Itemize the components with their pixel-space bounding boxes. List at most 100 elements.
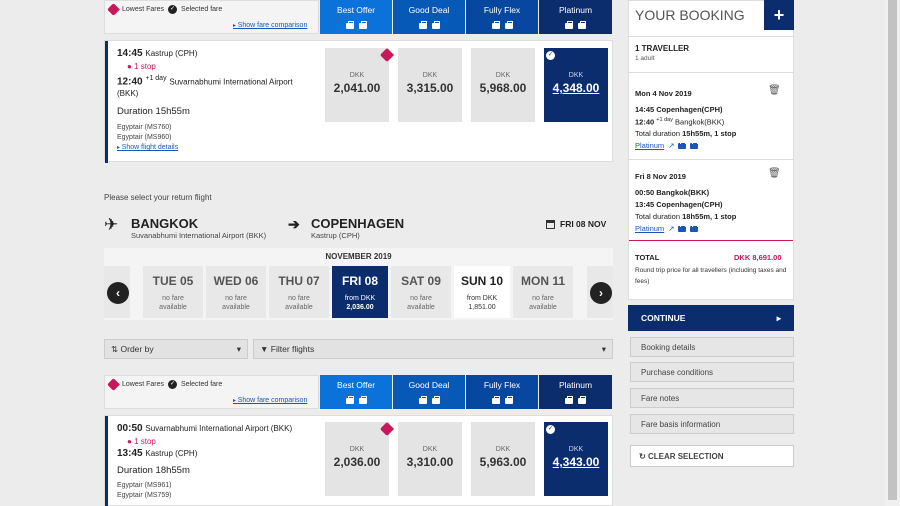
fare-amount: 4,348.00 bbox=[552, 81, 600, 95]
fare-best-offer[interactable]: DKK 2,036.00 bbox=[325, 421, 395, 496]
col-label: Best Offer bbox=[336, 5, 376, 15]
top-fare-legend-bar: Lowest Fares ✓ Selected fare ▸ Show fare… bbox=[104, 0, 319, 34]
bags-icon bbox=[320, 21, 392, 29]
ret-fare-link[interactable]: Platinum bbox=[635, 224, 665, 233]
col-label: Platinum bbox=[558, 380, 593, 390]
carrier-1: Egyptair (MS760) bbox=[117, 124, 172, 132]
fare-fully-flex[interactable]: DKK 5,963.00 bbox=[471, 422, 535, 496]
return-date-label: FRI 08 NOV bbox=[560, 219, 607, 229]
day-fri-08-selected[interactable]: FRI 08 from DKK 2,036.00 bbox=[332, 266, 388, 318]
lowest-fare-tag-icon bbox=[107, 3, 120, 16]
trash-icon[interactable]: 🗑 bbox=[768, 168, 781, 179]
fare-currency: DKK bbox=[568, 446, 584, 453]
col-head-platinum[interactable]: Platinum bbox=[539, 375, 612, 409]
col-head-best-offer[interactable]: Best Offer bbox=[320, 0, 392, 34]
fare-best-offer[interactable]: DKK 2,041.00 bbox=[325, 47, 395, 122]
selected-check-icon: ✓ bbox=[546, 51, 555, 60]
day-price: 1,851.00 bbox=[468, 304, 496, 311]
external-link-icon: ↗ bbox=[668, 141, 675, 150]
booking-details-link[interactable]: Booking details bbox=[630, 337, 794, 357]
out-dep: 14:45 Copenhagen(CPH) bbox=[635, 105, 723, 114]
total-note: Round trip price for all travellers (inc… bbox=[635, 267, 787, 285]
day-status: from DKK bbox=[344, 295, 376, 302]
fare-good-deal[interactable]: DKK 3,315.00 bbox=[398, 48, 462, 122]
col-head-platinum[interactable]: Platinum bbox=[539, 0, 612, 34]
bag-icon bbox=[678, 140, 687, 149]
order-by-select[interactable]: ⇅ Order by ▾ bbox=[104, 339, 248, 359]
lowest-fare-tag-icon bbox=[107, 378, 120, 391]
bags-icon bbox=[320, 396, 392, 404]
carrier-1: Egyptair (MS961) bbox=[117, 482, 172, 489]
col-head-best-offer[interactable]: Best Offer bbox=[320, 375, 392, 409]
fare-currency: DKK bbox=[568, 72, 584, 79]
traveller-count: 1 TRAVELLER bbox=[635, 44, 690, 53]
legend-row: Lowest Fares ✓ Selected fare bbox=[107, 3, 222, 16]
stops-label: ● 1 stop bbox=[127, 437, 156, 446]
fare-currency: DKK bbox=[422, 446, 438, 453]
continue-button[interactable]: CONTINUE ▸ bbox=[628, 305, 794, 331]
fare-basis-link[interactable]: Fare basis information bbox=[630, 414, 794, 434]
carousel-month: NOVEMBER 2019 bbox=[325, 252, 392, 261]
day-mon-11[interactable]: MON 11 no fare available bbox=[513, 266, 573, 318]
from-airport: Suvanabhumi International Airport (BKK) bbox=[131, 231, 267, 240]
fare-good-deal[interactable]: DKK 3,310.00 bbox=[398, 422, 462, 496]
booking-title: YOUR BOOKING bbox=[635, 7, 745, 23]
fare-amount: 4,343.00 bbox=[552, 455, 600, 469]
from-city: BANGKOK bbox=[131, 216, 199, 231]
carousel-next-button[interactable]: › bbox=[590, 282, 612, 304]
day-sat-09[interactable]: SAT 09 no fare available bbox=[391, 266, 451, 318]
bags-icon bbox=[393, 21, 465, 29]
out-date: Mon 4 Nov 2019 bbox=[635, 89, 692, 98]
arr-code: (BKK) bbox=[117, 89, 139, 99]
show-flight-details-link[interactable]: ▸ Show flight details bbox=[117, 144, 179, 152]
filter-flights-select[interactable]: ▼ Filter flights ▾ bbox=[253, 339, 613, 359]
fare-platinum-selected[interactable]: ✓ DKK 4,348.00 bbox=[544, 48, 608, 122]
day-thu-07[interactable]: THU 07 no fare available bbox=[269, 266, 329, 318]
day-tue-05[interactable]: TUE 05 no fare available bbox=[143, 266, 203, 318]
fare-notes-link[interactable]: Fare notes bbox=[630, 388, 794, 408]
day-sun-10[interactable]: SUN 10 from DKK 1,851.00 bbox=[454, 266, 510, 318]
out-fare-link[interactable]: Platinum bbox=[635, 141, 665, 150]
fare-amount: 2,036.00 bbox=[333, 455, 381, 469]
show-fare-comparison-link[interactable]: ▸ Show fare comparison bbox=[233, 22, 308, 29]
day-status: no fare bbox=[162, 295, 184, 302]
carousel-prev-button[interactable]: ‹ bbox=[107, 282, 129, 304]
day-status: no fare bbox=[225, 295, 247, 302]
ret-date: Fri 8 Nov 2019 bbox=[635, 172, 686, 181]
page-scrollbar[interactable] bbox=[885, 0, 900, 506]
trash-icon[interactable]: 🗑 bbox=[768, 85, 781, 96]
day-wed-06[interactable]: WED 06 no fare available bbox=[206, 266, 266, 318]
show-fare-comparison-link[interactable]: ▸ Show fare comparison bbox=[233, 397, 308, 404]
col-head-fully-flex[interactable]: Fully Flex bbox=[466, 0, 538, 34]
day-name: SAT 09 bbox=[401, 274, 441, 288]
purchase-conditions-link[interactable]: Purchase conditions bbox=[630, 362, 794, 382]
col-head-good-deal[interactable]: Good Deal bbox=[393, 375, 465, 409]
fare-platinum-selected[interactable]: ✓ DKK 4,343.00 bbox=[544, 422, 608, 496]
col-head-fully-flex[interactable]: Fully Flex bbox=[466, 375, 538, 409]
fare-currency: DKK bbox=[495, 446, 511, 453]
bag-icon bbox=[690, 223, 699, 232]
fare-currency: DKK bbox=[422, 72, 438, 79]
scrollbar-thumb[interactable] bbox=[888, 0, 897, 500]
day-name: WED 06 bbox=[213, 274, 259, 288]
flight-card-accent bbox=[105, 41, 108, 163]
fare-amount: 5,968.00 bbox=[479, 81, 527, 95]
fare-amount: 5,963.00 bbox=[479, 455, 527, 469]
flight-info: 00:50 Suvarnabhumi International Airport… bbox=[117, 423, 327, 501]
to-airport: Kastrup (CPH) bbox=[311, 231, 360, 240]
carrier-2: Egyptair (MS960) bbox=[117, 134, 172, 142]
add-icon[interactable]: + bbox=[764, 0, 794, 30]
carrier-2: Egyptair (MS759) bbox=[117, 492, 172, 499]
calendar-icon bbox=[546, 219, 555, 229]
fare-fully-flex[interactable]: DKK 5,968.00 bbox=[471, 48, 535, 122]
to-city: COPENHAGEN bbox=[311, 216, 405, 231]
bags-icon bbox=[539, 396, 612, 404]
total-divider bbox=[629, 240, 793, 241]
legend-lowest-label: Lowest Fares bbox=[122, 381, 165, 388]
clear-selection-button[interactable]: ↻ CLEAR SELECTION bbox=[630, 445, 794, 467]
col-head-good-deal[interactable]: Good Deal bbox=[393, 0, 465, 34]
arr-airport: Suvarnabhumi International Airport bbox=[169, 77, 293, 87]
clear-selection-label: CLEAR SELECTION bbox=[647, 452, 724, 461]
divider bbox=[629, 159, 793, 160]
out-fare: Platinum ↗ bbox=[635, 140, 699, 150]
